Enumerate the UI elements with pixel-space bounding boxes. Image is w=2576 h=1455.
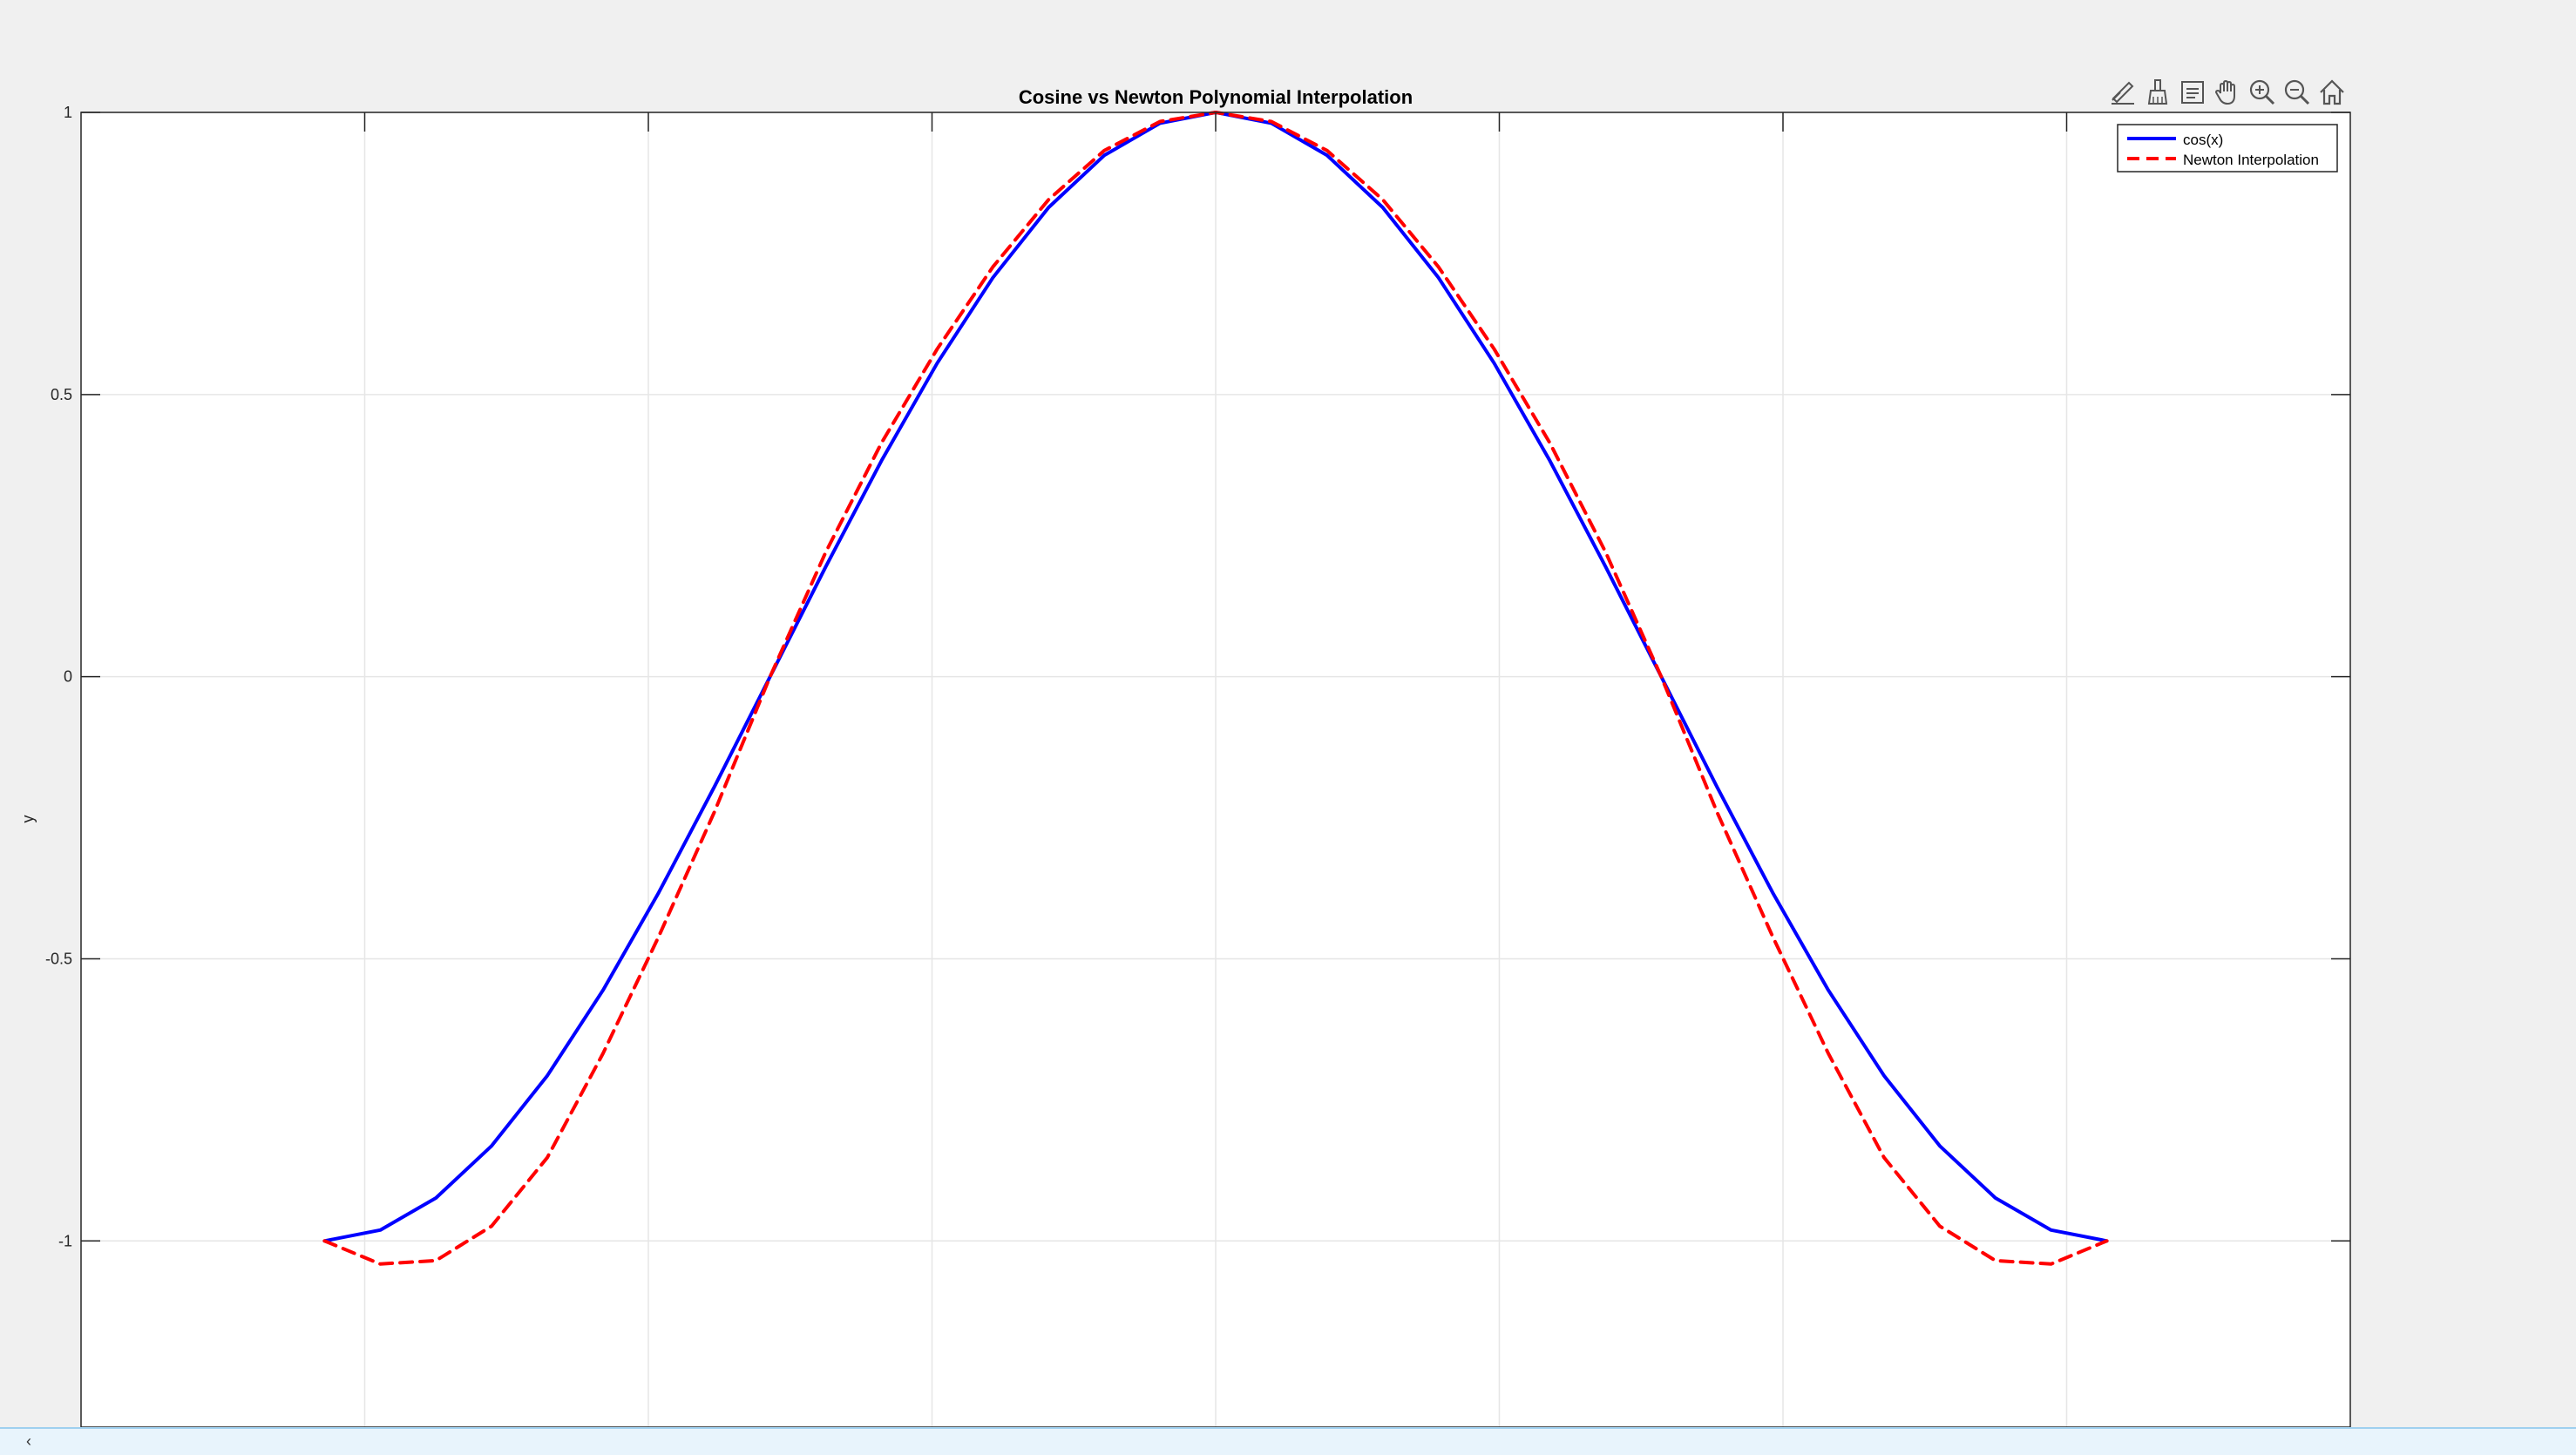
tick-marks [81,112,2350,1242]
brush-icon[interactable] [2142,77,2173,108]
y-tick-label: -0.5 [45,950,72,967]
command-prompt: ‹ [26,1432,31,1450]
y-tick-label: 1 [64,104,72,121]
axes-toolbar [2107,77,2348,108]
legend-label-newton: Newton Interpolation [2183,152,2319,168]
y-tick-label: 0.5 [51,386,72,403]
tick-labels: -1 -0.5 0 0.5 1 [45,104,72,1249]
y-axis-label: y [19,815,37,823]
chart-title: Cosine vs Newton Polynomial Interpolatio… [1019,86,1413,108]
home-icon[interactable] [2316,77,2348,108]
zoom-out-icon[interactable] [2281,77,2313,108]
pan-hand-icon[interactable] [2212,77,2243,108]
legend-label-cos: cos(x) [2183,132,2223,148]
data-tips-icon[interactable] [2177,77,2208,108]
grid-lines [81,112,2350,1427]
legend-box [2117,124,2338,173]
command-window-strip[interactable]: ‹ [0,1427,2576,1455]
y-tick-label: -1 [58,1232,72,1249]
edit-plot-icon[interactable] [2107,77,2139,108]
legend[interactable]: cos(x) Newton Interpolation [2117,124,2338,173]
y-tick-label: 0 [64,668,72,686]
zoom-in-icon[interactable] [2247,77,2278,108]
